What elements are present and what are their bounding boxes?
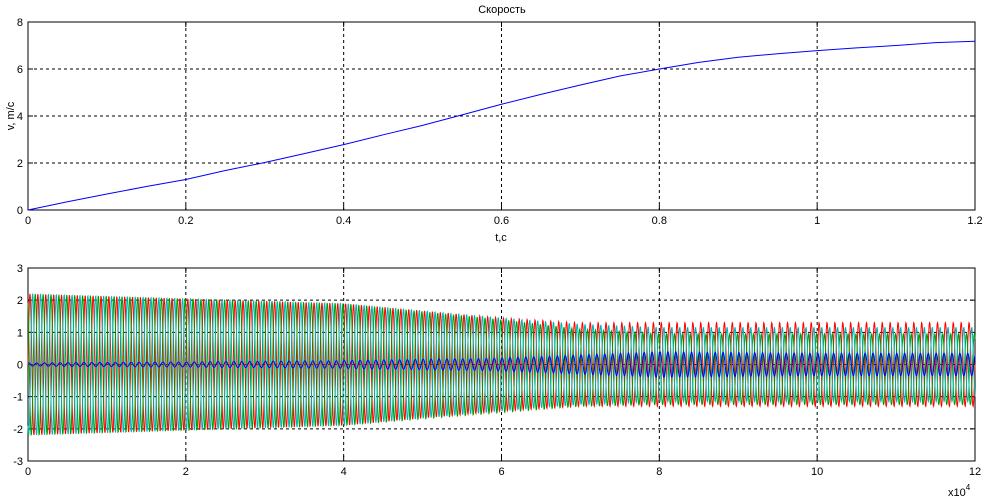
x-tick-label: 2 bbox=[183, 466, 189, 478]
x-axis-multiplier-base: x10 bbox=[948, 487, 966, 499]
y-tick-label: 3 bbox=[17, 263, 23, 275]
x-tick-label: 10 bbox=[811, 466, 823, 478]
y-tick-label: 8 bbox=[17, 17, 23, 29]
phase-currents-series bbox=[27, 293, 976, 437]
velocity-chart: Скорость 0 0.2 0.4 0.6 0.8 1 1.2 0 2 4 6 8 t,c v, m… bbox=[5, 4, 983, 244]
velocity-series bbox=[27, 40, 976, 211]
y-tick-label: 1 bbox=[17, 327, 23, 339]
x-tick-label: 6 bbox=[498, 466, 504, 478]
x-tick-label: 12 bbox=[969, 466, 981, 478]
x-axis-multiplier-exponent: 4 bbox=[966, 483, 971, 492]
phase-current-line bbox=[27, 293, 976, 436]
y-tick-label: 4 bbox=[17, 111, 23, 123]
velocity-chart-title: Скорость bbox=[478, 4, 526, 16]
y-tick-label: 6 bbox=[17, 64, 23, 76]
velocity-grid bbox=[28, 22, 975, 210]
y-tick-label: 0 bbox=[17, 205, 23, 217]
x-tick-label: 8 bbox=[656, 466, 662, 478]
x-axis-multiplier: x104 bbox=[948, 483, 971, 499]
phase-current-line bbox=[27, 293, 976, 437]
x-tick-label: 0 bbox=[25, 215, 31, 227]
x-tick-label: 4 bbox=[341, 466, 347, 478]
y-tick-label: -2 bbox=[13, 424, 23, 436]
velocity-ticks: 0 0.2 0.4 0.6 0.8 1 1.2 0 2 4 6 8 bbox=[17, 17, 983, 227]
y-tick-label: 2 bbox=[17, 295, 23, 307]
phase-current-line bbox=[27, 350, 976, 378]
y-tick-label: -3 bbox=[13, 456, 23, 468]
velocity-line bbox=[27, 40, 976, 211]
velocity-y-axis-label: v, m/c bbox=[5, 101, 17, 130]
x-tick-label: 0.4 bbox=[336, 215, 351, 227]
x-tick-label: 1.2 bbox=[967, 215, 982, 227]
velocity-x-axis-label: t,c bbox=[495, 232, 507, 244]
x-tick-label: 0.8 bbox=[652, 215, 667, 227]
y-tick-label: 2 bbox=[17, 158, 23, 170]
x-tick-label: 1 bbox=[814, 215, 820, 227]
phase-current-line bbox=[27, 293, 976, 436]
y-tick-label: 0 bbox=[17, 360, 23, 372]
x-tick-label: 0.6 bbox=[494, 215, 509, 227]
y-tick-label: -1 bbox=[13, 392, 23, 404]
x-tick-label: 0 bbox=[25, 466, 31, 478]
x-tick-label: 0.2 bbox=[178, 215, 193, 227]
